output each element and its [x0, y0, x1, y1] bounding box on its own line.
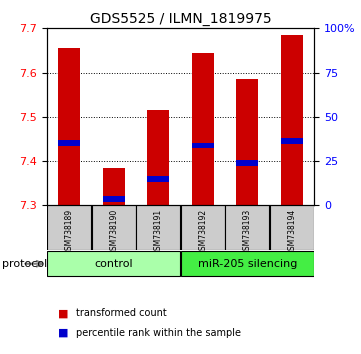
Bar: [47, 251, 180, 276]
Text: control: control: [95, 259, 133, 269]
Bar: [280, 35, 303, 205]
Text: miR-205 silencing: miR-205 silencing: [197, 259, 297, 269]
Text: ■: ■: [58, 328, 68, 338]
Bar: [280, 138, 303, 144]
Text: GSM738191: GSM738191: [154, 209, 163, 255]
Bar: [147, 110, 169, 205]
Bar: [270, 205, 314, 250]
Text: GSM738189: GSM738189: [65, 209, 74, 255]
Bar: [192, 53, 214, 205]
Bar: [226, 205, 269, 250]
Bar: [181, 205, 225, 250]
Text: transformed count: transformed count: [76, 308, 166, 318]
Text: GSM738193: GSM738193: [243, 209, 252, 255]
Text: GSM738194: GSM738194: [287, 209, 296, 255]
Text: percentile rank within the sample: percentile rank within the sample: [76, 328, 241, 338]
Bar: [92, 205, 135, 250]
Bar: [147, 176, 169, 182]
Bar: [181, 251, 314, 276]
Bar: [103, 196, 125, 201]
Bar: [58, 141, 80, 146]
Bar: [47, 205, 91, 250]
Bar: [103, 168, 125, 205]
Bar: [236, 160, 258, 166]
Title: GDS5525 / ILMN_1819975: GDS5525 / ILMN_1819975: [90, 12, 271, 26]
Bar: [192, 143, 214, 148]
Bar: [58, 48, 80, 205]
Text: GSM738190: GSM738190: [109, 209, 118, 255]
Bar: [136, 205, 180, 250]
Text: ■: ■: [58, 308, 68, 318]
Text: GSM738192: GSM738192: [198, 209, 207, 255]
Text: protocol: protocol: [2, 259, 47, 269]
Bar: [236, 79, 258, 205]
